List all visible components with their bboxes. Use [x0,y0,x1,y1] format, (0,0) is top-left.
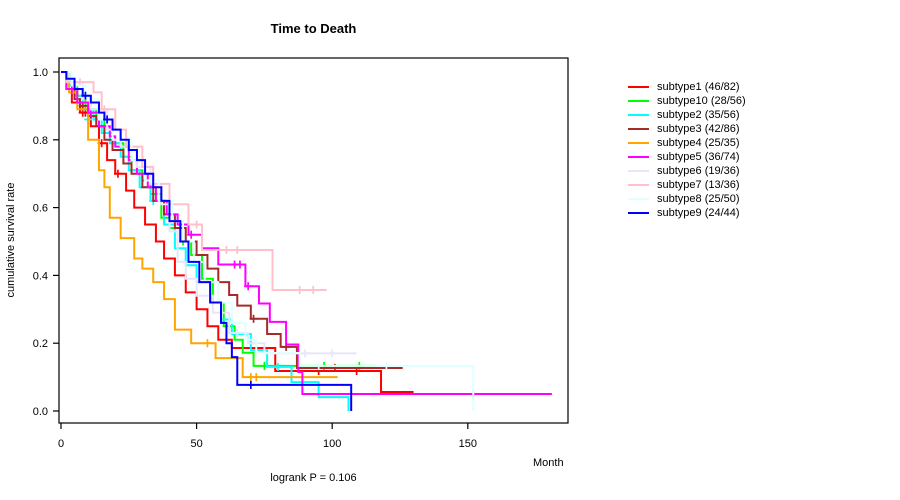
legend-item-subtype5: subtype5 (36/74) [628,150,746,164]
curve-subtype9 [61,71,353,411]
y-tick-label: 0.4 [33,270,48,282]
censor-marks-subtype8 [314,361,391,370]
plot-border [58,57,569,424]
legend-label: subtype1 (46/82) [657,81,740,93]
legend-line-swatch [628,212,649,214]
legend-item-subtype4: subtype4 (25/35) [628,136,746,150]
legend-label: subtype5 (36/74) [657,151,740,163]
curve-subtype6 [61,71,357,355]
curve-subtype7 [61,71,327,291]
curve-subtype4 [61,71,338,379]
x-axis-label: Month [533,457,564,469]
y-tick-label: 1.0 [33,67,48,79]
y-tick-label: 0.8 [33,135,48,147]
legend-item-subtype1: subtype1 (46/82) [628,80,746,94]
curve-subtype1 [61,71,414,394]
legend-line-swatch [628,156,649,158]
legend: subtype1 (46/82) subtype10 (28/56) subtype… [628,80,746,220]
legend-label: subtype8 (25/50) [657,193,740,205]
x-axis-ticks: 0 50 100 150 [58,423,477,450]
legend-line-swatch [628,184,649,186]
legend-line-swatch [628,198,649,200]
curve-subtype10 [61,71,376,367]
legend-label: subtype7 (13/36) [657,179,740,191]
x-tick-label: 100 [323,438,341,450]
legend-line-swatch [628,142,649,144]
y-axis-ticks: 0.0 0.2 0.4 0.6 0.8 1.0 [33,67,59,418]
legend-line-swatch [628,170,649,172]
y-tick-label: 0.0 [33,406,48,418]
legend-item-subtype8: subtype8 (25/50) [628,192,746,206]
legend-line-swatch [628,100,649,102]
legend-label: subtype4 (25/35) [657,137,740,149]
legend-line-swatch [628,128,649,130]
legend-item-subtype7: subtype7 (13/36) [628,178,746,192]
y-axis-label: cumulative survival rate [5,182,17,298]
censor-marks-subtype9 [81,91,255,389]
legend-label: subtype9 (24/44) [657,207,740,219]
legend-label: subtype10 (28/56) [657,95,746,107]
curve-subtype5 [61,71,552,396]
legend-line-swatch [628,86,649,88]
censor-marks-subtype4 [203,339,261,382]
legend-label: subtype3 (42/86) [657,123,740,135]
y-tick-label: 0.2 [33,338,48,350]
chart-title: Time to Death [270,21,357,36]
legend-line-swatch [628,114,649,116]
y-tick-label: 0.6 [33,203,48,215]
censor-marks-subtype6 [233,329,337,358]
legend-item-subtype9: subtype9 (24/44) [628,206,746,220]
x-tick-label: 150 [459,438,477,450]
logrank-p-label: logrank P = 0.106 [270,472,357,484]
legend-item-subtype2: subtype2 (35/56) [628,108,746,122]
legend-label: subtype6 (19/36) [657,165,740,177]
x-tick-label: 50 [190,438,202,450]
legend-item-subtype10: subtype10 (28/56) [628,94,746,108]
legend-item-subtype6: subtype6 (19/36) [628,164,746,178]
legend-label: subtype2 (35/56) [657,109,740,121]
x-tick-label: 0 [58,438,64,450]
legend-item-subtype3: subtype3 (42/86) [628,122,746,136]
censor-marks-subtype5 [67,84,478,399]
